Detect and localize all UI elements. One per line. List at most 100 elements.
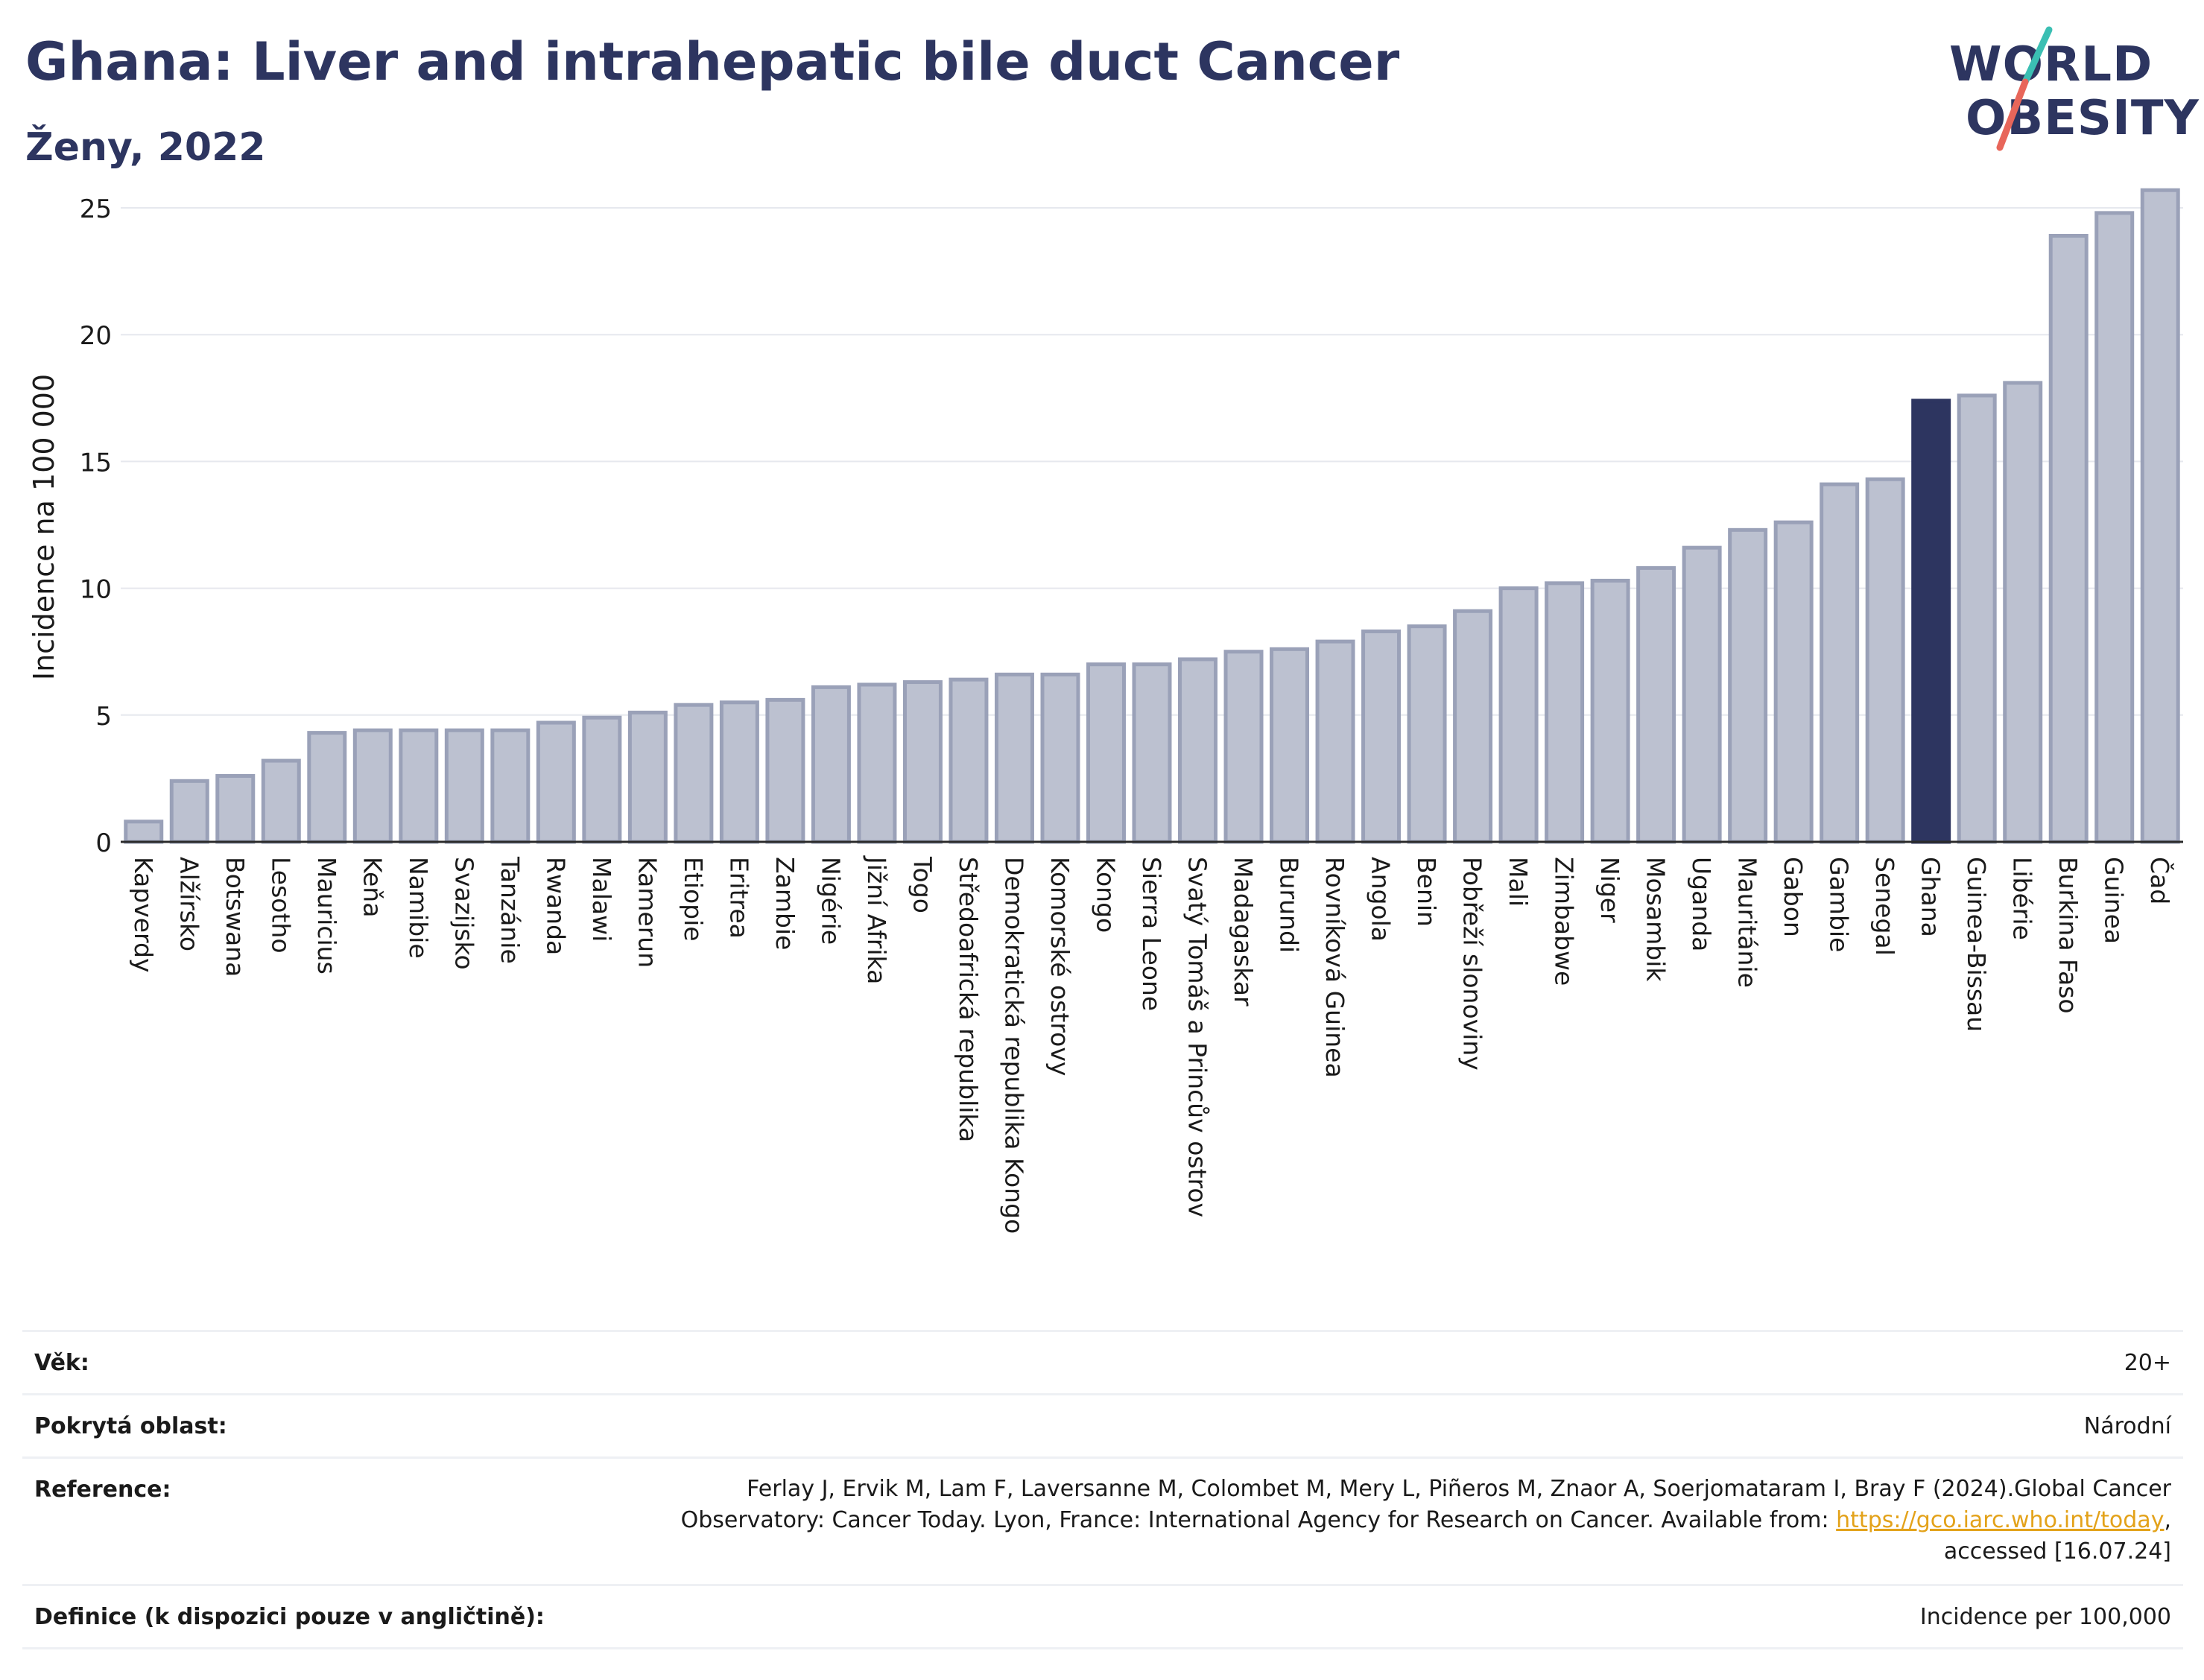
bar xyxy=(949,677,989,844)
bar xyxy=(261,758,301,844)
bar xyxy=(627,710,668,844)
bar xyxy=(1498,586,1539,844)
bar xyxy=(857,682,897,844)
bar-chart: 0 5 10 15 20 25 Incidence na 100 000 Kapverdy Al… xyxy=(28,188,2183,1234)
bar xyxy=(1865,477,1905,844)
bar xyxy=(582,715,622,844)
page-subtitle: Ženy, 2022 xyxy=(25,125,266,170)
x-tick-label: Tanzánie xyxy=(495,856,525,964)
y-tick-label: 5 xyxy=(95,702,112,732)
logo-slash-icon xyxy=(1996,26,2053,151)
x-tick-label: Alžírsko xyxy=(174,857,203,951)
x-tick-label: Eritrea xyxy=(724,857,753,939)
bar xyxy=(1773,520,1814,844)
info-row-age: Věk: 20+ xyxy=(22,1330,2183,1393)
bar xyxy=(902,680,943,844)
x-tick-label: Gabon xyxy=(1779,857,1808,937)
x-tick-label: Ghana xyxy=(1916,857,1945,937)
reference-link[interactable]: https://gco.iarc.who.int/today xyxy=(1836,1507,2165,1533)
x-tick-label: Čad xyxy=(2145,857,2175,904)
info-row-definition: Definice (k dispozici pouze v angličtině… xyxy=(22,1584,2183,1649)
x-tick-label: Uganda xyxy=(1687,857,1716,951)
x-tick-label: Sierra Leone xyxy=(1137,857,1166,1011)
reference-label: Reference: xyxy=(34,1477,171,1503)
reference-text: Observatory: Cancer Today. Lyon, France:… xyxy=(680,1507,1837,1533)
x-tick-label: Komorské ostrovy xyxy=(1045,857,1074,1076)
y-tick-label: 15 xyxy=(80,448,112,478)
bar xyxy=(1682,545,1722,844)
x-tick-label: Kapverdy xyxy=(129,857,158,973)
x-tick-label: Keňa xyxy=(358,857,387,917)
logo-word-world: WORLD xyxy=(1949,37,2153,92)
x-tick-label: Pobřeží slonoviny xyxy=(1458,857,1487,1071)
bar xyxy=(1820,482,1860,844)
page-title: Ghana: Liver and intrahepatic bile duct … xyxy=(25,31,1400,92)
bar xyxy=(444,728,484,844)
bar xyxy=(2048,233,2089,844)
reference-line-1: Ferlay J, Ervik M, Lam F, Laversanne M, … xyxy=(747,1476,2171,1502)
x-tick-label: Burundi xyxy=(1275,857,1304,953)
x-tick-label: Demokratická republika Kongo xyxy=(999,857,1028,1234)
bar xyxy=(2140,188,2180,844)
y-tick-label: 10 xyxy=(80,575,112,605)
bar xyxy=(1223,650,1264,844)
x-tick-label: Burkina Faso xyxy=(2053,857,2083,1014)
x-tick-label: Zimbabwe xyxy=(1550,857,1579,986)
info-row-coverage: Pokrytá oblast: Národní xyxy=(22,1393,2183,1456)
age-label: Věk: xyxy=(34,1350,89,1376)
bar xyxy=(1590,578,1630,844)
coverage-label: Pokrytá oblast: xyxy=(34,1413,227,1439)
x-tick-label: Jižní Afrika xyxy=(862,855,891,984)
definition-value: Incidence per 100,000 xyxy=(1919,1604,2171,1630)
x-tick-label: Kamerun xyxy=(633,857,662,968)
bar xyxy=(1361,629,1402,844)
x-tick-label: Rwanda xyxy=(541,857,570,955)
bar xyxy=(994,672,1034,844)
x-tick-label: Mauricius xyxy=(312,857,341,974)
y-axis-title: Incidence na 100 000 xyxy=(28,374,60,680)
bar xyxy=(674,703,714,844)
x-tick-label: Libérie xyxy=(2008,857,2037,940)
x-tick-label: Gambie xyxy=(1825,857,1854,952)
x-tick-label: Svatý Tomáš a Princův ostrov xyxy=(1183,857,1212,1217)
x-tick-label: Niger xyxy=(1595,857,1624,923)
age-value: 20+ xyxy=(2124,1350,2171,1376)
bar xyxy=(1728,527,1768,844)
bar xyxy=(1911,399,1951,844)
bar xyxy=(124,820,164,844)
x-tick-label: Namibie xyxy=(404,857,433,959)
x-tick-label: Angola xyxy=(1367,857,1396,942)
bar xyxy=(490,728,531,844)
bar xyxy=(169,779,209,844)
coverage-value: Národní xyxy=(2083,1413,2171,1439)
bar xyxy=(1315,639,1355,844)
y-tick-label: 25 xyxy=(80,194,112,224)
x-tick-label: Svazijsko xyxy=(449,857,478,970)
reference-line-3: accessed [16.07.24] xyxy=(1943,1538,2171,1565)
world-obesity-logo: WORLD OBESITY xyxy=(1937,22,2199,164)
bar xyxy=(1636,565,1676,844)
x-tick-label: Senegal xyxy=(1870,857,1899,956)
x-tick-label: Kongo xyxy=(1091,857,1120,933)
bar xyxy=(352,728,393,844)
x-tick-label: Rovníková Guinea xyxy=(1320,857,1349,1078)
bar xyxy=(1086,662,1126,844)
bar xyxy=(2003,381,2043,844)
x-tick-label: Lesotho xyxy=(266,857,295,954)
info-table: Věk: 20+ Pokrytá oblast: Národní Referen… xyxy=(22,1330,2183,1649)
bar xyxy=(1040,672,1080,844)
reference-line-2: Observatory: Cancer Today. Lyon, France:… xyxy=(532,1505,2171,1536)
bar xyxy=(1270,647,1310,844)
bar xyxy=(765,697,805,844)
definition-label: Definice (k dispozici pouze v angličtině… xyxy=(34,1604,545,1630)
y-tick-label: 0 xyxy=(95,828,112,858)
x-tick-label: Mosambik xyxy=(1641,857,1671,982)
x-tick-label: Malawi xyxy=(587,857,616,942)
info-row-reference: Reference: Ferlay J, Ervik M, Lam F, Lav… xyxy=(22,1456,2183,1584)
bar xyxy=(215,774,256,844)
bar xyxy=(1178,657,1218,844)
bar xyxy=(2094,211,2135,844)
bar xyxy=(1407,624,1447,844)
bar xyxy=(536,720,576,844)
x-tick-label: Benin xyxy=(1412,857,1441,927)
